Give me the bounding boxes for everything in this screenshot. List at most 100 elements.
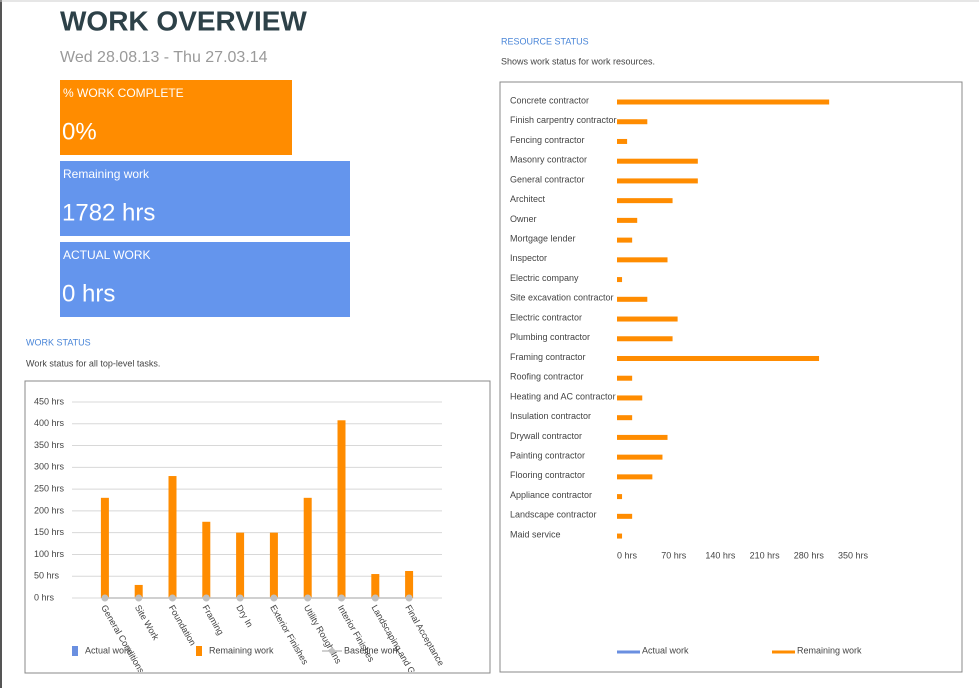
kpi-value: 0% — [62, 118, 97, 145]
chart-heading: WORK STATUS — [26, 337, 91, 347]
x-tick-label: Exterior Finishes — [268, 603, 310, 666]
bar — [617, 474, 653, 480]
y-tick-label: Painting contractor — [510, 451, 585, 461]
kpi-tile — [60, 242, 350, 317]
y-tick-label: Flooring contractor — [510, 470, 585, 480]
bar — [617, 178, 698, 184]
chart-description: Shows work status for work resources. — [501, 56, 655, 66]
baseline-marker — [371, 594, 379, 602]
baseline-marker — [405, 594, 413, 602]
kpi-value: 1782 hrs — [62, 199, 155, 226]
bar — [202, 521, 211, 598]
y-tick-label: 100 hrs — [34, 549, 65, 559]
x-tick-label: 280 hrs — [794, 550, 825, 560]
y-tick-label: Heating and AC contractor — [510, 391, 616, 401]
y-tick-label: Framing contractor — [510, 352, 586, 362]
y-tick-label: 300 hrs — [34, 462, 65, 472]
y-tick-label: Mortgage lender — [510, 233, 576, 243]
bar — [617, 336, 673, 342]
baseline-marker — [270, 594, 278, 602]
bar — [168, 476, 177, 598]
kpi-label: ACTUAL WORK — [63, 248, 151, 262]
y-tick-label: Maid service — [510, 529, 561, 539]
bar — [617, 237, 633, 243]
kpi-value: 0 hrs — [62, 280, 115, 307]
y-tick-label: Landscape contractor — [510, 510, 597, 520]
chart-frame — [24, 380, 491, 674]
baseline-marker — [202, 594, 210, 602]
resource-status-chart: RESOURCE STATUS Shows work status for wor… — [501, 36, 869, 655]
chart-heading: RESOURCE STATUS — [501, 36, 589, 46]
work-status-chart: WORK STATUS Work status for all top-level… — [26, 337, 446, 672]
x-tick-label: 210 hrs — [750, 550, 781, 560]
y-tick-label: Fencing contractor — [510, 135, 585, 145]
y-tick-label: 0 hrs — [34, 592, 55, 602]
y-tick-label: Concrete contractor — [510, 95, 589, 105]
y-tick-label: 250 hrs — [34, 483, 65, 493]
chart-description: Work status for all top-level tasks. — [26, 358, 160, 368]
baseline-marker — [135, 594, 143, 602]
y-tick-label: Electric company — [510, 273, 579, 283]
kpi-tile — [60, 161, 350, 236]
bar — [617, 395, 643, 401]
chart-frame — [499, 81, 963, 673]
y-tick-label: Drywall contractor — [510, 431, 582, 441]
bar — [617, 355, 820, 361]
legend-label: Actual work — [642, 645, 689, 655]
legend-label: Actual work — [85, 645, 132, 655]
legend-label: Baseline work — [344, 645, 401, 655]
baseline-marker — [169, 594, 176, 602]
y-tick-label: Finish carpentry contractor — [510, 115, 617, 125]
bar — [617, 296, 648, 302]
kpi-label: Remaining work — [63, 167, 150, 181]
bar — [617, 277, 623, 283]
x-tick-label: Site Work — [133, 603, 161, 642]
bar — [617, 257, 668, 263]
baseline-marker — [236, 594, 244, 602]
y-tick-label: Masonry contractor — [510, 155, 587, 165]
bar — [617, 138, 628, 144]
bar — [269, 532, 278, 598]
y-tick-label: 400 hrs — [34, 418, 65, 428]
bar — [371, 574, 380, 598]
y-tick-label: Roofing contractor — [510, 372, 584, 382]
bar — [617, 494, 623, 500]
bar — [337, 420, 346, 598]
y-tick-label: Insulation contractor — [510, 411, 591, 421]
y-tick-label: 50 hrs — [34, 571, 60, 581]
x-tick-label: 0 hrs — [617, 550, 638, 560]
bar — [134, 584, 143, 598]
bar — [617, 513, 633, 519]
bar — [617, 198, 673, 204]
y-tick-label: 150 hrs — [34, 527, 65, 537]
kpi-label: % WORK COMPLETE — [63, 86, 184, 100]
bar — [100, 497, 109, 598]
y-tick-label: Plumbing contractor — [510, 332, 590, 342]
x-tick-label: 140 hrs — [705, 550, 736, 560]
x-tick-label: Framing — [201, 603, 226, 637]
x-tick-label: 350 hrs — [838, 550, 869, 560]
legend-label: Remaining work — [209, 645, 274, 655]
kpi-tile — [60, 80, 292, 155]
bar — [617, 454, 663, 460]
bar — [617, 217, 638, 223]
bar — [617, 119, 648, 125]
report-subtitle: Wed 28.08.13 - Thu 27.03.14 — [60, 49, 268, 66]
bar — [405, 570, 414, 598]
baseline-marker — [338, 594, 345, 602]
legend-swatch — [72, 646, 78, 656]
y-tick-label: Appliance contractor — [510, 490, 592, 500]
bar — [617, 415, 633, 421]
y-tick-label: Site excavation contractor — [510, 293, 614, 303]
bar — [236, 532, 245, 598]
bar — [303, 497, 312, 598]
report-title: WORK OVERVIEW — [60, 5, 307, 36]
legend-swatch — [196, 646, 202, 656]
legend-label: Remaining work — [797, 645, 862, 655]
y-tick-label: Owner — [510, 214, 537, 224]
bar — [617, 158, 698, 164]
y-tick-label: Architect — [510, 194, 546, 204]
y-tick-label: Inspector — [510, 253, 547, 263]
bar — [617, 99, 830, 105]
